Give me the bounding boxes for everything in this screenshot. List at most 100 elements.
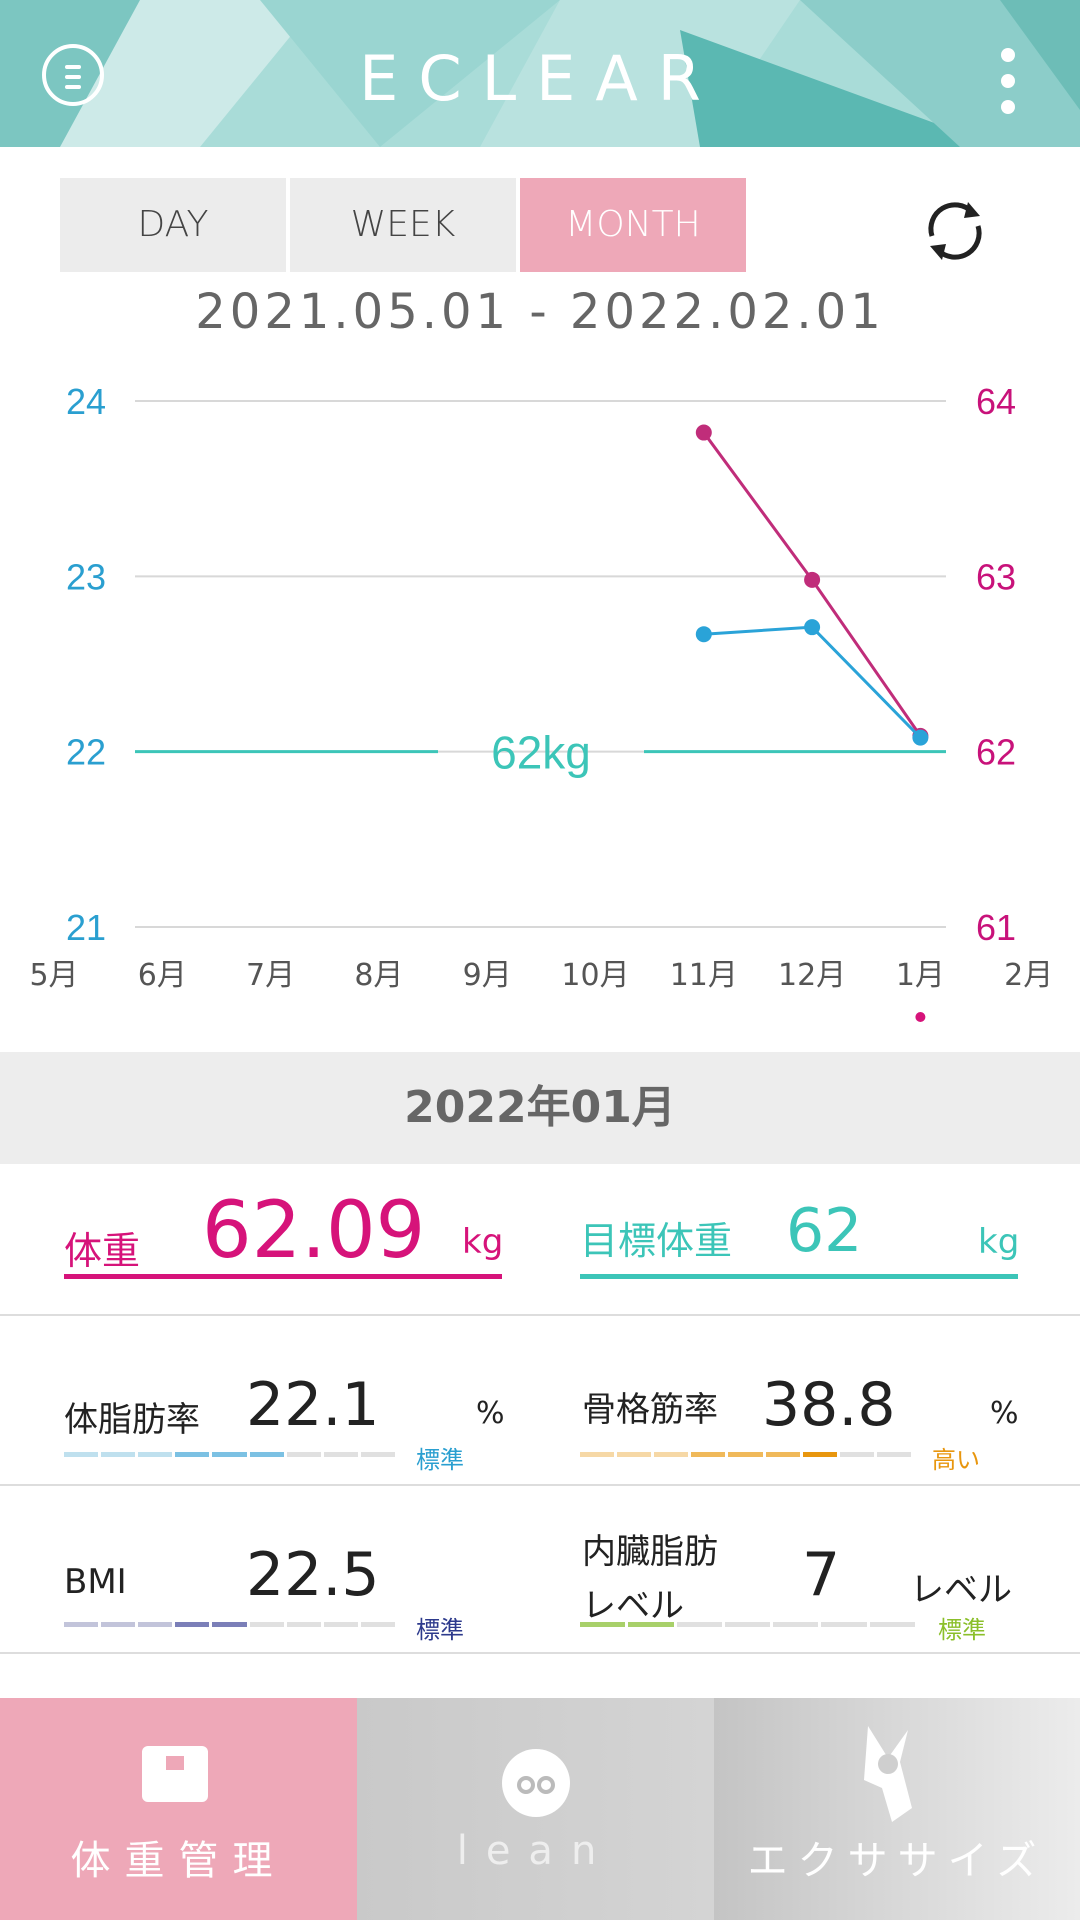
gauge-segment <box>101 1622 136 1627</box>
body-fat-gauge <box>64 1452 398 1457</box>
visceral-value: 7 <box>802 1540 841 1610</box>
gauge-segment <box>212 1622 247 1627</box>
bmi-value: 22.5 <box>246 1540 380 1610</box>
refresh-button[interactable] <box>920 196 990 266</box>
visceral-gauge <box>580 1622 918 1627</box>
body-fat-label: 体脂肪率 <box>64 1400 200 1440</box>
visceral-label-line2: レベル <box>582 1586 684 1626</box>
app-title: ECLEAR <box>359 42 721 115</box>
data-point <box>912 729 929 746</box>
gauge-segment <box>64 1452 99 1457</box>
muscle-label: 骨格筋率 <box>582 1390 718 1430</box>
muscle-unit: % <box>990 1396 1019 1431</box>
nav-weight-management[interactable]: 体重管理 <box>0 1698 357 1920</box>
tab-day[interactable]: DAY <box>60 178 286 272</box>
x-tick-label: 6月 <box>138 958 187 993</box>
series-line <box>703 625 922 739</box>
gauge-segment <box>676 1622 722 1627</box>
menu-button[interactable] <box>42 44 104 106</box>
x-tick-label: 12月 <box>778 958 846 993</box>
y-right-tick-label: 62 <box>976 732 1016 773</box>
gauge-segment <box>724 1622 771 1627</box>
gauge-segment <box>175 1622 210 1627</box>
gauge-segment <box>212 1452 247 1457</box>
gauge-segment <box>249 1452 284 1457</box>
muscle-value: 38.8 <box>762 1370 896 1440</box>
gauge-segment <box>286 1622 321 1627</box>
gauge-segment <box>286 1452 321 1457</box>
y-left-tick-label: 23 <box>66 556 106 597</box>
gauge-segment <box>101 1452 136 1457</box>
nav-label: エクササイズ <box>747 1838 1047 1884</box>
refresh-icon <box>928 202 982 260</box>
gauge-segment <box>728 1452 763 1457</box>
weight-underline <box>64 1274 502 1279</box>
nav-label: 体重管理 <box>70 1838 287 1884</box>
gauge-segment <box>691 1452 726 1457</box>
gauge-segment <box>249 1622 284 1627</box>
visceral-label-line1: 内臓脂肪 <box>582 1532 718 1572</box>
target-weight-unit: kg <box>978 1222 1020 1262</box>
target-weight-label: 目標体重 <box>580 1219 733 1263</box>
nav-label: lean <box>456 1828 615 1874</box>
more-options-button[interactable] <box>996 48 1020 118</box>
y-right-tick-label: 64 <box>976 381 1016 422</box>
x-tick-label: 7月 <box>246 958 295 993</box>
gauge-segment <box>360 1452 395 1457</box>
weight-label: 体重 <box>64 1229 141 1273</box>
gauge-segment <box>821 1622 867 1627</box>
header-background <box>0 0 1080 147</box>
tab-week[interactable]: WEEK <box>290 178 516 272</box>
gauge-segment <box>773 1622 819 1627</box>
gauge-segment <box>580 1622 626 1627</box>
exercise-icon <box>864 1726 912 1822</box>
gauge-segment <box>323 1452 358 1457</box>
weight-value: 62.09 <box>202 1186 426 1276</box>
x-tick-label: 10月 <box>561 958 629 993</box>
divider <box>0 1652 1080 1654</box>
target-line-label: 62kg <box>491 727 591 779</box>
muscle-gauge <box>580 1452 914 1457</box>
tab-month[interactable]: MONTH <box>520 178 746 272</box>
divider <box>0 1314 1080 1316</box>
scale-icon <box>142 1746 208 1802</box>
body-fat-unit: % <box>476 1396 505 1431</box>
bmi-status: 標準 <box>416 1616 464 1644</box>
weight-chart: 62kg 24 23 22 21 64 63 62 61 5月 6月 7月 8月 9月 10月 11月 12月… <box>29 381 1053 1022</box>
date-range: 2021.05.01 - 2022.02.01 <box>195 284 885 340</box>
selected-month-marker <box>915 1012 926 1022</box>
gauge-segment <box>839 1452 874 1457</box>
gauge-segment <box>628 1622 674 1627</box>
gauge-segment <box>876 1452 911 1457</box>
y-left-tick-label: 24 <box>66 381 106 422</box>
nav-lean[interactable]: lean <box>357 1698 714 1920</box>
target-weight-value: 62 <box>786 1196 863 1266</box>
selected-month: 2022年01月 <box>0 1052 1080 1164</box>
y-right-tick-label: 63 <box>976 556 1016 597</box>
visceral-unit: レベル <box>910 1570 1012 1610</box>
nav-exercise[interactable]: エクササイズ <box>714 1698 1080 1920</box>
x-tick-label: 8月 <box>354 958 403 993</box>
target-weight-underline <box>580 1274 1018 1279</box>
divider <box>0 1484 1080 1486</box>
data-point <box>804 619 821 636</box>
gauge-segment <box>802 1452 837 1457</box>
x-tick-label: 2月 <box>1004 958 1053 993</box>
gauge-segment <box>617 1452 652 1457</box>
gauge-segment <box>765 1452 800 1457</box>
gauge-segment <box>323 1622 358 1627</box>
x-tick-label: 1月 <box>896 958 945 993</box>
body-fat-value: 22.1 <box>246 1370 380 1440</box>
data-point <box>695 424 712 441</box>
x-tick-label: 11月 <box>670 958 738 993</box>
app-header: ECLEAR <box>0 0 1080 147</box>
lean-icon <box>502 1749 570 1817</box>
gauge-segment <box>360 1622 395 1627</box>
bmi-gauge <box>64 1622 398 1627</box>
muscle-status: 高い <box>932 1446 980 1474</box>
body-fat-status: 標準 <box>416 1446 464 1474</box>
gauge-segment <box>654 1452 689 1457</box>
x-tick-label: 9月 <box>463 958 512 993</box>
weight-unit: kg <box>462 1222 504 1262</box>
gauge-segment <box>138 1622 173 1627</box>
